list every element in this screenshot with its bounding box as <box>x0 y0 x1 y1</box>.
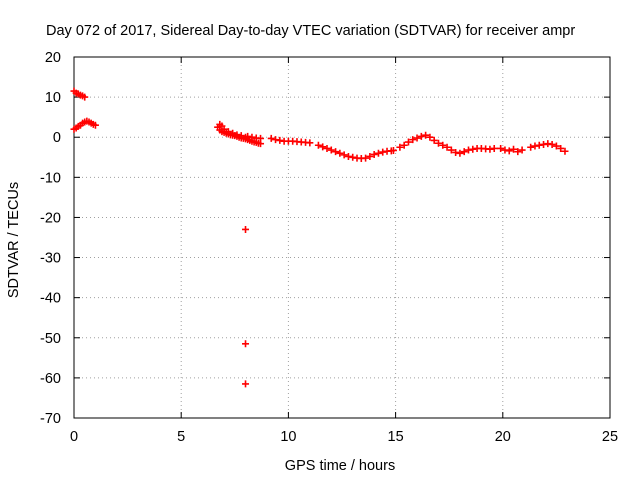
data-point <box>229 129 237 137</box>
data-point <box>501 146 509 154</box>
data-point <box>396 143 404 151</box>
chart-title: Day 072 of 2017, Sidereal Day-to-day VTE… <box>46 23 575 39</box>
data-point <box>224 128 232 136</box>
x-tick-label: 20 <box>495 429 511 445</box>
data-point <box>242 225 250 233</box>
grid <box>74 57 610 418</box>
data-point <box>460 148 468 156</box>
data-point <box>332 148 340 156</box>
data-point <box>340 151 348 159</box>
y-tick-label: -50 <box>40 331 61 347</box>
y-tick-label: -10 <box>40 170 61 186</box>
data-point <box>242 340 250 348</box>
data-point <box>327 146 335 154</box>
data-point <box>557 144 565 152</box>
data-point <box>518 146 526 154</box>
data-point <box>233 131 241 139</box>
x-tick-label: 0 <box>70 429 78 445</box>
data-point <box>413 134 421 142</box>
data-point <box>434 139 442 147</box>
data-point <box>366 152 374 160</box>
x-axis-label: GPS time / hours <box>285 458 395 474</box>
data-point <box>540 140 548 148</box>
data-point <box>314 141 322 149</box>
data-point <box>276 136 284 144</box>
data-point <box>439 141 447 149</box>
data-point <box>404 138 412 146</box>
data-point <box>244 132 252 140</box>
y-axis-label: SDTVAR / TECUs <box>6 182 22 298</box>
data-point <box>323 144 331 152</box>
data-point <box>389 146 397 154</box>
data-point <box>237 132 245 140</box>
data-point <box>257 134 265 142</box>
x-tick-label: 25 <box>602 429 618 445</box>
data-point <box>469 145 477 153</box>
data-point <box>430 136 438 144</box>
data-point <box>505 147 513 155</box>
data-point <box>242 380 250 388</box>
data-point <box>272 136 280 144</box>
x-tick-label: 10 <box>280 429 296 445</box>
data-point <box>409 136 417 144</box>
data-point <box>452 148 460 156</box>
data-point <box>514 148 522 156</box>
x-tick-labels: 0 5 10 15 20 25 <box>70 429 618 445</box>
data-point <box>91 121 99 129</box>
data-point <box>548 140 556 148</box>
y-tick-labels: 20 10 0 -10 -20 -30 -40 -50 -60 -70 <box>40 50 61 427</box>
data-point <box>362 154 370 162</box>
y-tick-label: 0 <box>53 130 61 146</box>
data-point <box>220 125 228 133</box>
y-tick-label: -70 <box>40 411 61 427</box>
data-point <box>400 141 408 149</box>
data-point <box>497 144 505 152</box>
data-point <box>417 132 425 140</box>
y-tick-label: -60 <box>40 371 61 387</box>
data-point <box>426 133 434 141</box>
data-point <box>319 143 327 151</box>
data-point <box>464 146 472 154</box>
y-tick-label: -20 <box>40 210 61 226</box>
y-tick-label: -40 <box>40 291 61 307</box>
y-tick-label: 10 <box>45 90 61 106</box>
data-point <box>490 144 498 152</box>
x-tick-label: 5 <box>177 429 185 445</box>
data-point <box>552 142 560 150</box>
data-point <box>486 145 494 153</box>
data-point <box>447 146 455 154</box>
data-point <box>456 149 464 157</box>
data-point <box>374 149 382 157</box>
data-point <box>527 143 535 151</box>
data-point <box>510 145 518 153</box>
data-point <box>531 142 539 150</box>
data-point <box>422 131 430 139</box>
data-point <box>81 93 89 101</box>
data-points <box>70 87 569 388</box>
x-tick-label: 15 <box>388 429 404 445</box>
data-point <box>443 143 451 151</box>
y-tick-label: -30 <box>40 251 61 267</box>
data-point <box>535 141 543 149</box>
data-point <box>349 153 357 161</box>
data-point <box>370 150 378 158</box>
data-point <box>248 133 256 141</box>
data-point <box>544 140 552 148</box>
data-point <box>344 152 352 160</box>
data-point <box>561 147 569 155</box>
plot-frame <box>73 56 611 419</box>
data-point <box>379 148 387 156</box>
y-tick-label: 20 <box>45 50 61 66</box>
data-point <box>336 149 344 157</box>
data-point <box>306 139 314 147</box>
data-point <box>267 134 275 142</box>
